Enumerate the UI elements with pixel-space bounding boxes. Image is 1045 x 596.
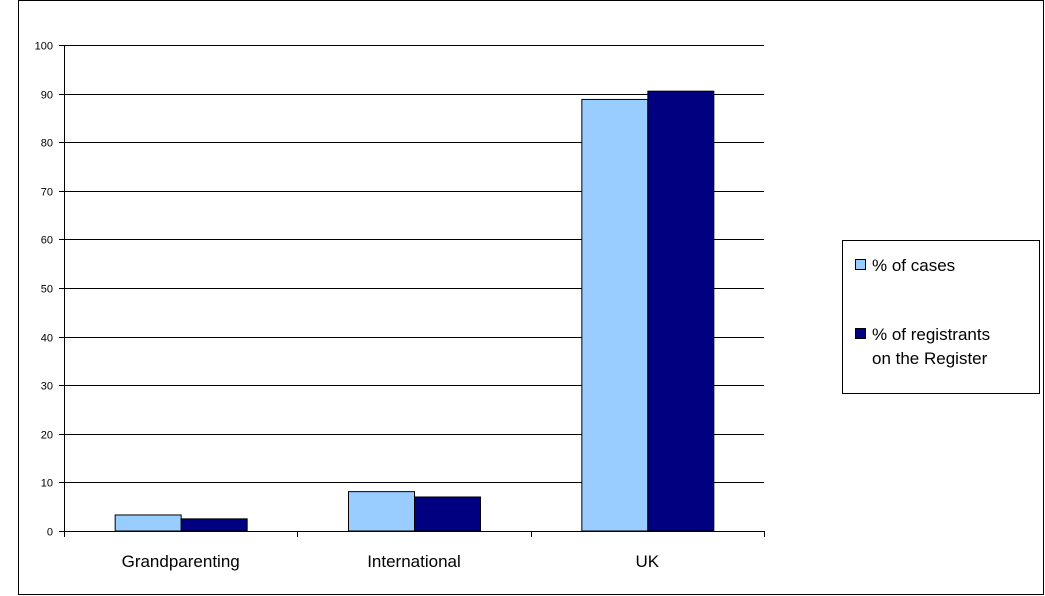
y-tick-label: 10 <box>41 478 53 490</box>
legend-swatch-cases <box>855 259 866 270</box>
x-tick-label: UK <box>636 552 660 571</box>
y-tick-label: 100 <box>35 41 53 53</box>
y-tick-label: 90 <box>41 90 53 102</box>
legend-label-registrants: on the Register <box>872 349 988 368</box>
bars <box>114 90 715 532</box>
bar-registrants-international <box>414 496 481 532</box>
legend-swatch-registrants <box>855 328 866 339</box>
legend-box <box>842 240 1040 394</box>
y-tick-label: 0 <box>47 527 53 539</box>
legend: % of cases % of registrants on the Registe… <box>842 240 1040 394</box>
x-tick-label: International <box>367 552 461 571</box>
y-tick-label: 30 <box>41 381 53 393</box>
y-tick-label: 60 <box>41 235 53 247</box>
bar-cases-uk <box>581 98 649 532</box>
x-tick-label: Grandparenting <box>122 552 240 571</box>
bar-cases-grandparenting <box>114 514 182 532</box>
legend-label-cases: % of cases <box>872 256 955 275</box>
y-tick-label: 20 <box>41 430 53 442</box>
bar-registrants-uk <box>647 90 715 532</box>
y-axis: 0 10 20 30 40 50 60 70 80 90 100 <box>35 41 65 539</box>
y-tick-label: 40 <box>41 333 53 345</box>
bar-cases-international <box>348 491 415 532</box>
y-tick-label: 50 <box>41 284 53 296</box>
bar-registrants-grandparenting <box>180 518 248 532</box>
legend-label-registrants: % of registrants <box>872 325 990 344</box>
y-tick-label: 80 <box>41 138 53 150</box>
y-tick-label: 70 <box>41 187 53 199</box>
